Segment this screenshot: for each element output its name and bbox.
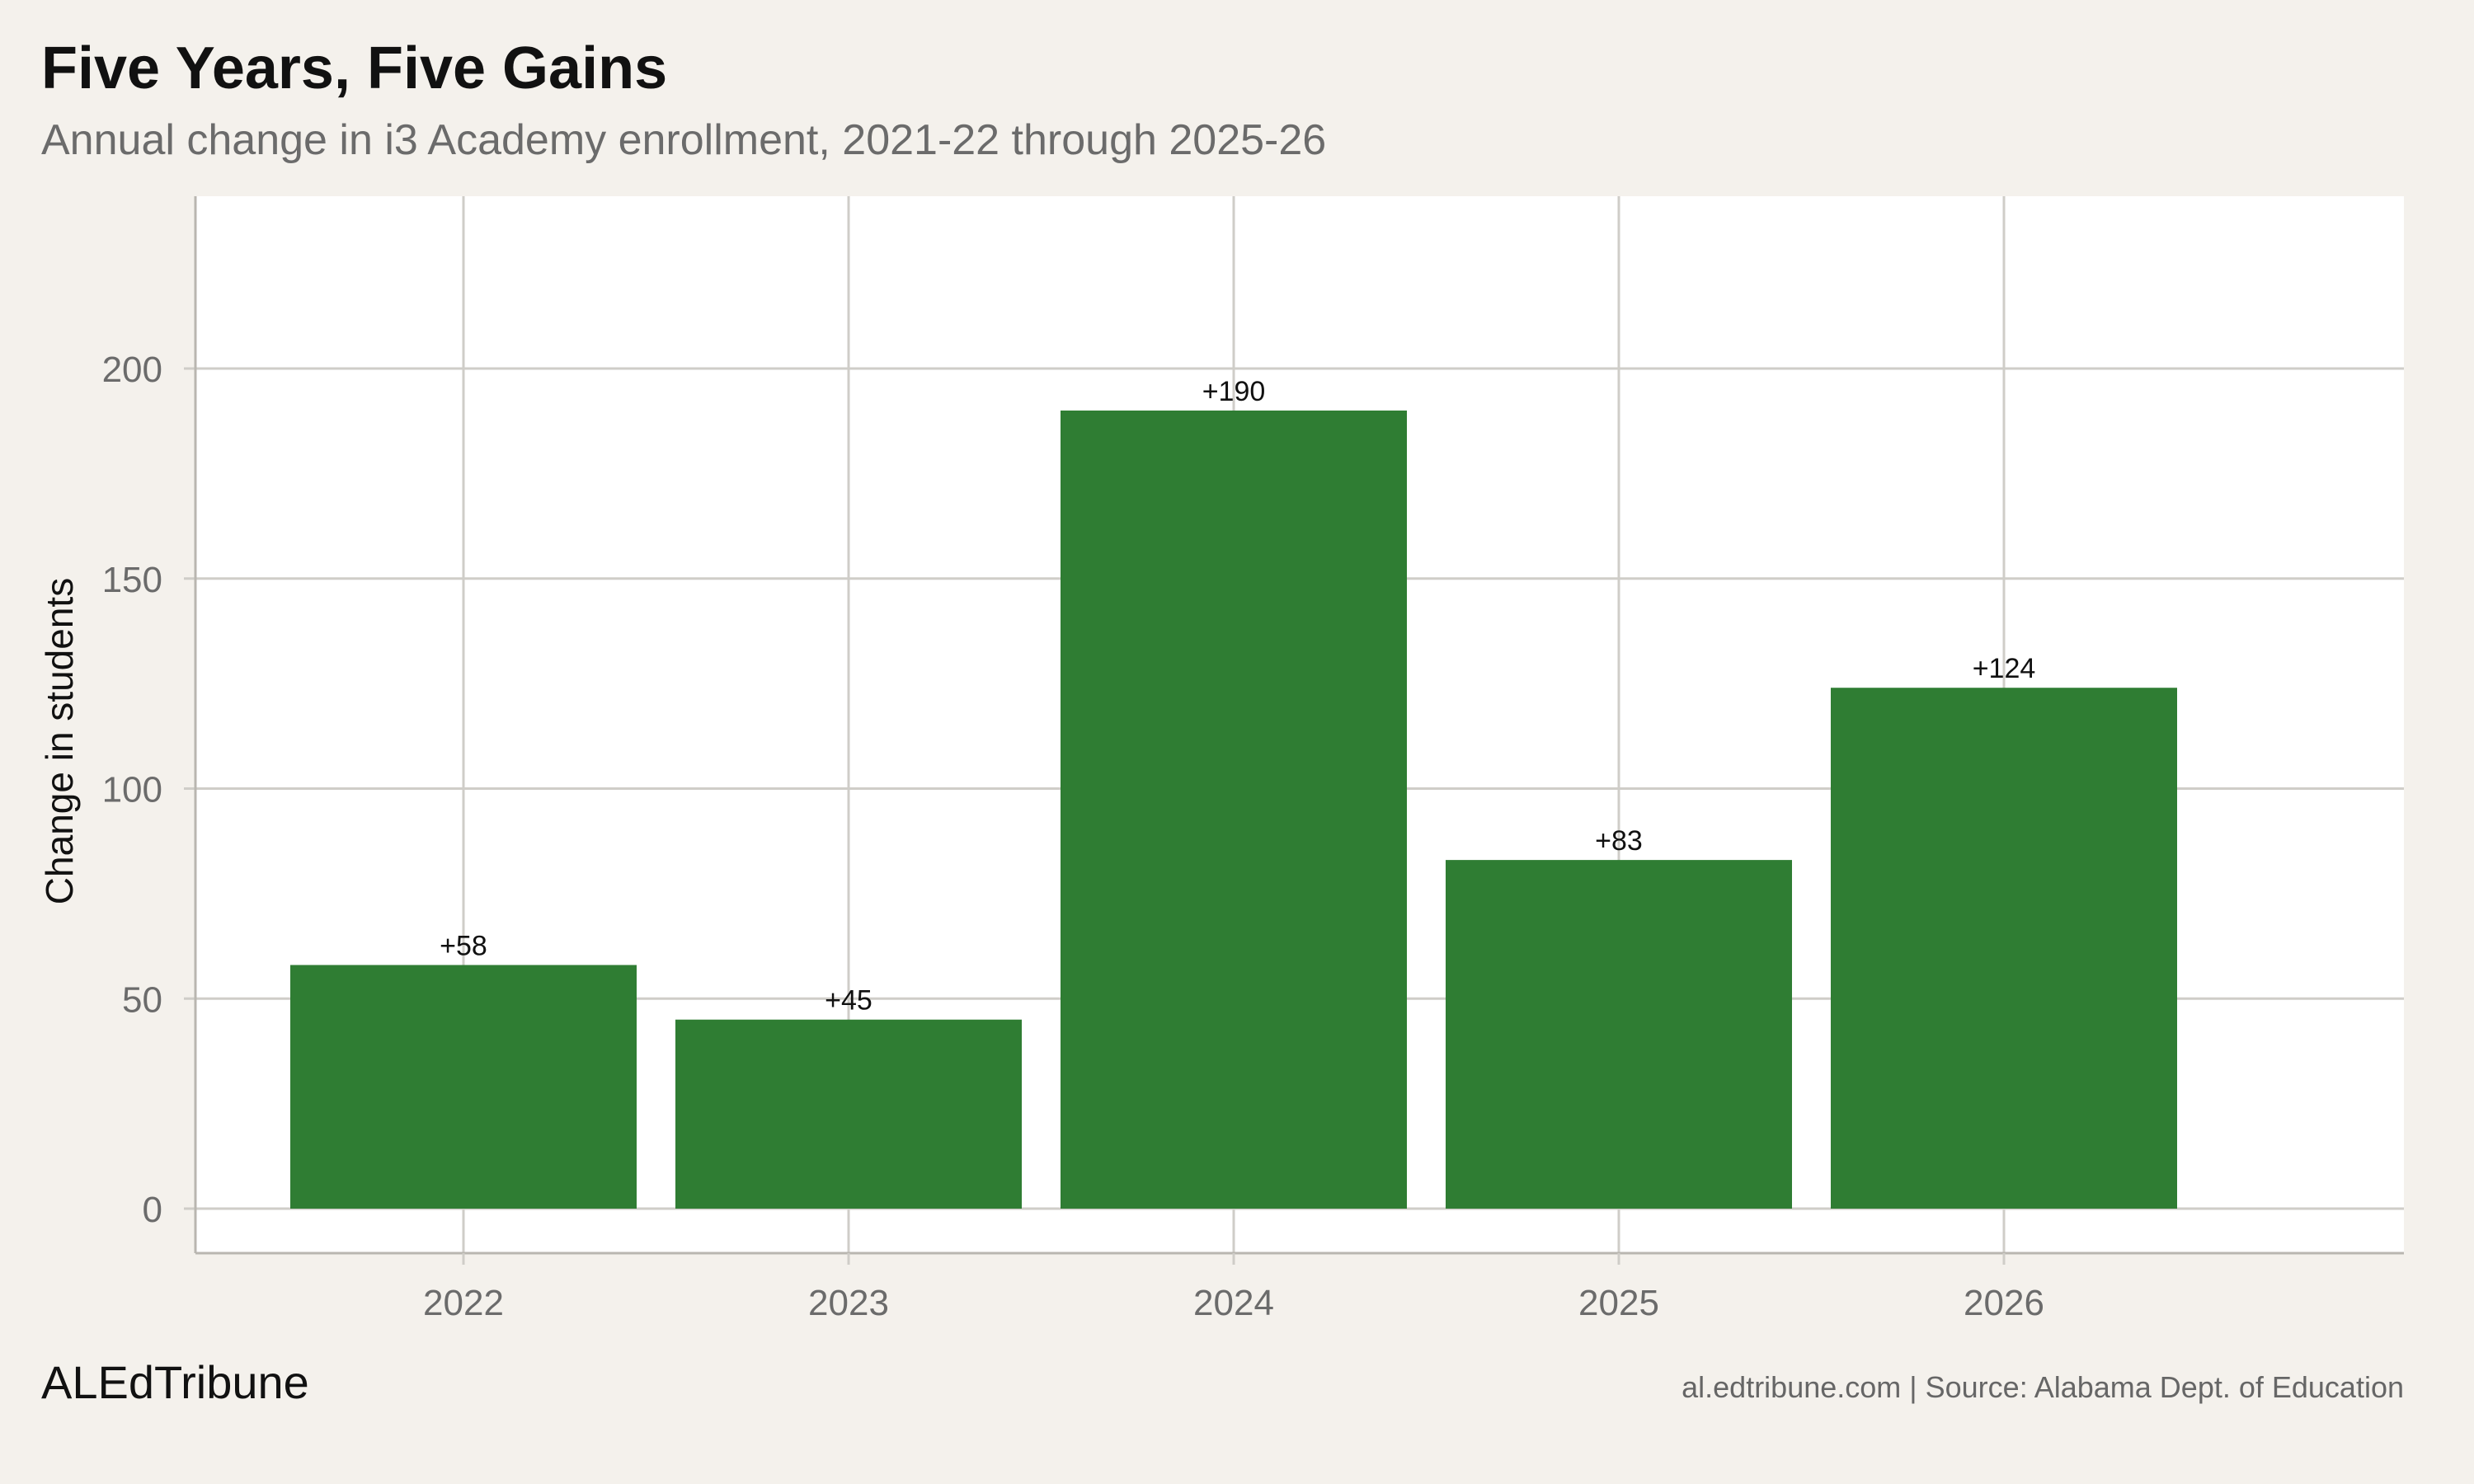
x-tick-label: 2023 — [808, 1283, 889, 1323]
y-tick-label: 150 — [102, 560, 162, 600]
chart-title: Five Years, Five Gains — [41, 35, 668, 101]
data-label-2025: +83 — [1595, 825, 1643, 857]
x-tick-label: 2022 — [423, 1283, 504, 1323]
data-label-2023: +45 — [825, 985, 872, 1017]
y-tick-label: 0 — [143, 1190, 162, 1230]
bar-2026 — [1831, 688, 2177, 1209]
x-tick-label: 2024 — [1193, 1283, 1274, 1323]
bar-2023 — [675, 1019, 1022, 1209]
x-tick-label: 2026 — [1964, 1283, 2044, 1323]
y-tick-label: 100 — [102, 770, 162, 810]
data-label-2022: +58 — [440, 930, 487, 961]
x-tick-label: 2025 — [1578, 1283, 1659, 1323]
brand-logo-text: ALEdTribune — [41, 1356, 309, 1408]
source-note: al.edtribune.com | Source: Alabama Dept.… — [1681, 1370, 2404, 1404]
y-tick-label: 200 — [102, 350, 162, 390]
bar-2024 — [1061, 410, 1407, 1209]
chart-subtitle: Annual change in i3 Academy enrollment, … — [41, 116, 1327, 164]
y-tick-label: 50 — [122, 979, 162, 1020]
y-axis-title: Change in students — [38, 578, 81, 904]
bar-2022 — [290, 965, 637, 1209]
bar-2025 — [1446, 860, 1792, 1209]
data-label-2026: +124 — [1973, 653, 2036, 684]
data-label-2024: +190 — [1202, 376, 1266, 407]
